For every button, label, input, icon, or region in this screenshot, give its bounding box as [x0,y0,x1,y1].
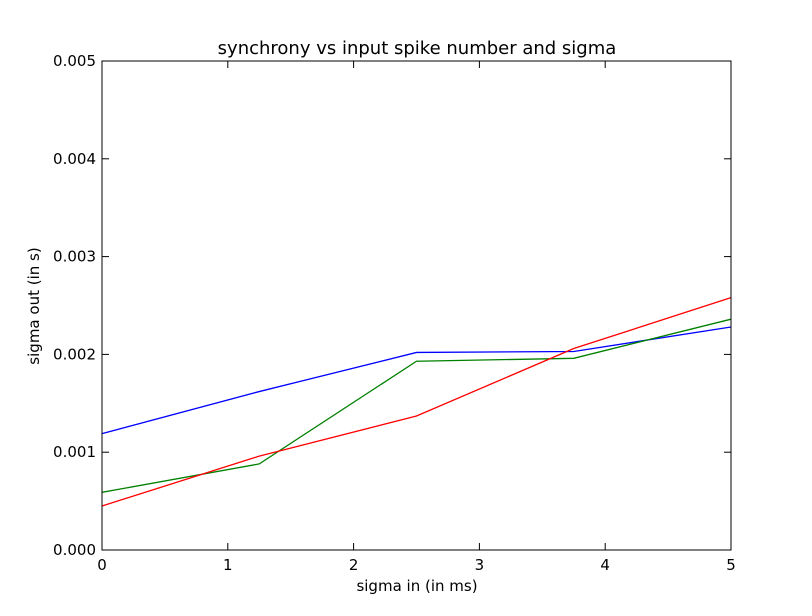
y-axis-label: sigma out (in s) [25,247,43,364]
y-tick-label: 0.001 [53,443,96,461]
x-tick-label: 1 [223,556,233,574]
y-tick-label: 0.005 [53,52,96,70]
plot-frame [101,60,732,551]
series-line-2 [101,318,732,493]
x-tick-label: 0 [97,556,107,574]
plot-area: 0 1 2 3 4 5 0.000 0.001 0.002 0.003 0.004 0.005 [53,52,736,574]
x-tick-label: 2 [349,556,359,574]
series-line-3 [101,297,732,507]
series-line-1 [101,326,732,435]
y-tick-label: 0.002 [53,345,96,363]
x-tick-label: 3 [475,556,485,574]
x-tick-label: 5 [726,556,736,574]
y-tick-label: 0.000 [53,541,96,559]
y-tick-label: 0.004 [53,150,96,168]
x-axis-label: sigma in (in ms) [356,577,477,595]
y-tick-label: 0.003 [53,248,96,266]
chart-title: synchrony vs input spike number and sigm… [218,38,617,59]
x-tick-label: 4 [600,556,610,574]
